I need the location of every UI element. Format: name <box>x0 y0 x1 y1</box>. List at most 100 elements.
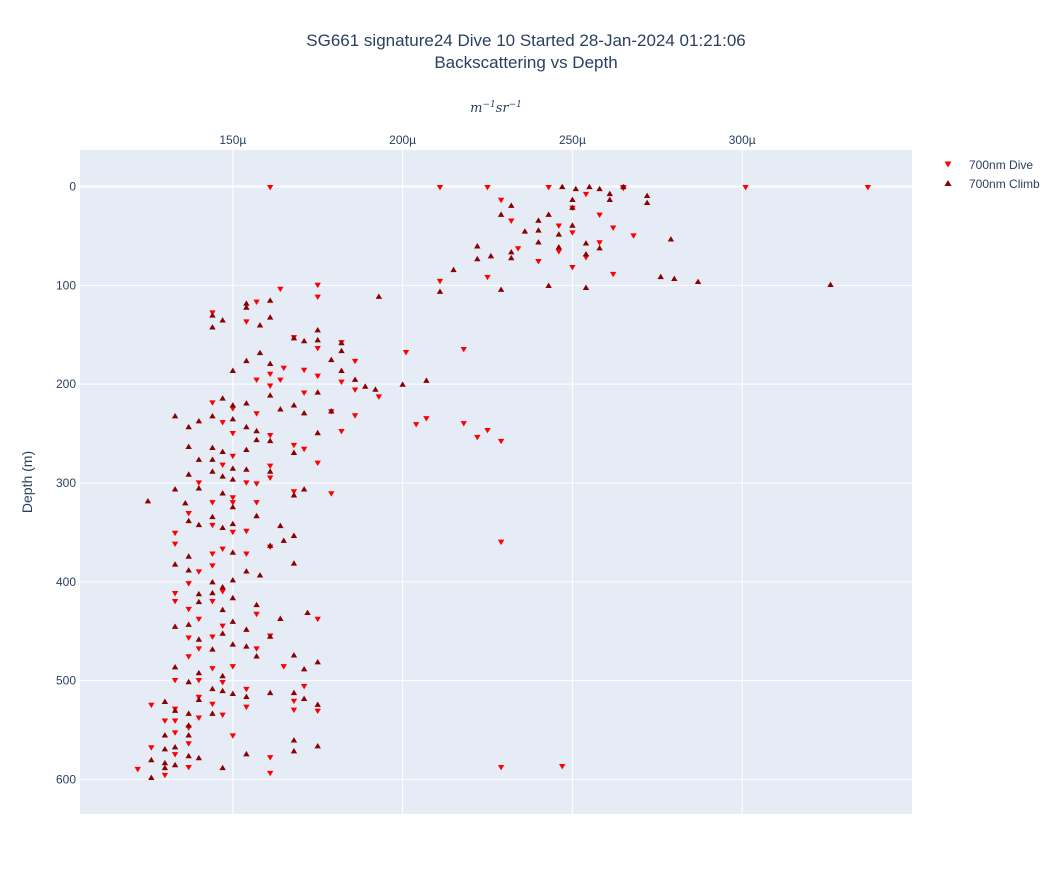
climb-point <box>243 357 250 364</box>
climb-point <box>219 524 226 531</box>
dive-point <box>266 475 274 481</box>
dive-point <box>474 434 481 441</box>
climb-point <box>209 589 216 596</box>
dive-point <box>266 463 274 469</box>
climb-point <box>219 490 226 496</box>
climb-point <box>582 250 590 257</box>
climb-point <box>229 690 237 697</box>
climb-point <box>643 192 651 199</box>
dive-point <box>171 541 179 548</box>
climb-point <box>229 367 237 373</box>
climb-point <box>266 633 274 639</box>
climb-point <box>171 561 179 567</box>
dive-point <box>266 383 274 389</box>
climb-point <box>582 284 590 290</box>
climb-point <box>555 244 563 250</box>
dive-point <box>497 539 505 546</box>
climb-point <box>219 583 226 590</box>
climb-point <box>314 327 321 333</box>
climb-point <box>243 750 250 757</box>
dive-point <box>290 442 298 449</box>
climb-point <box>535 227 542 233</box>
climb-point <box>171 486 179 492</box>
climb-point <box>243 423 250 430</box>
dive-point <box>185 654 192 660</box>
climb-point <box>314 429 321 436</box>
climb-point <box>290 560 298 566</box>
climb-point <box>253 436 260 443</box>
dive-point <box>171 730 179 736</box>
climb-point <box>290 402 298 408</box>
climb-point <box>219 473 226 479</box>
climb-point <box>185 423 192 430</box>
dive-point <box>229 664 237 670</box>
climb-point <box>243 643 250 649</box>
climb-point <box>300 486 308 492</box>
climb-point <box>195 696 203 702</box>
climb-point <box>362 383 369 389</box>
climb-point <box>314 336 321 343</box>
dive-point <box>280 365 287 372</box>
dive-point <box>253 377 260 384</box>
climb-point <box>243 626 250 632</box>
climb-point <box>161 764 169 771</box>
climb-point <box>290 334 298 341</box>
dive-point <box>229 430 237 437</box>
climb-point <box>474 255 481 262</box>
dive-point <box>497 438 505 445</box>
dive-point <box>290 698 298 705</box>
climb-point <box>185 517 192 524</box>
climb-point <box>328 356 335 363</box>
climb-point <box>161 759 169 766</box>
climb-point <box>545 282 552 288</box>
dive-point <box>243 686 250 693</box>
climb-point <box>290 737 298 743</box>
dive-point <box>535 259 542 265</box>
climb-point <box>253 601 260 608</box>
dive-point <box>219 623 226 630</box>
legend: 700nm Dive 700nm Climb <box>944 158 1041 191</box>
climb-point <box>243 568 250 574</box>
legend-item-dive[interactable]: 700nm Dive <box>944 158 1034 172</box>
climb-point <box>266 542 274 548</box>
climb-point <box>209 412 216 419</box>
dive-point <box>266 371 274 378</box>
dive-point <box>582 255 590 261</box>
dive-point <box>351 358 359 365</box>
climb-point <box>266 314 274 320</box>
climb-point <box>314 701 321 707</box>
dive-point <box>229 529 237 536</box>
dive-point <box>209 522 216 529</box>
x-tick-label: 200µ <box>389 133 416 147</box>
y-tick-label: 300 <box>56 476 76 490</box>
climb-point <box>266 468 274 474</box>
climb-point <box>338 339 345 346</box>
dive-point <box>161 772 169 779</box>
dive-point <box>559 763 566 770</box>
climb-point <box>209 710 216 716</box>
y-tick-label: 200 <box>56 377 76 391</box>
climb-point <box>161 732 169 738</box>
dive-point <box>436 184 444 191</box>
dive-point <box>229 495 237 501</box>
dive-point <box>219 462 226 469</box>
climb-point <box>300 337 308 344</box>
dive-point <box>402 349 410 356</box>
climb-point <box>338 367 345 373</box>
climb-point <box>474 243 481 249</box>
dive-point <box>436 278 444 285</box>
climb-point <box>266 437 274 444</box>
climb-point <box>266 297 274 303</box>
dive-point <box>484 428 491 434</box>
climb-point <box>508 254 515 261</box>
dive-point <box>314 708 321 715</box>
dive-point <box>266 770 274 777</box>
climb-point <box>219 764 226 771</box>
climb-point <box>300 665 308 672</box>
climb-point <box>195 754 203 761</box>
legend-item-climb[interactable]: 700nm Climb <box>944 177 1041 191</box>
climb-point <box>209 685 216 692</box>
dive-point <box>209 598 216 605</box>
climb-point <box>195 636 203 642</box>
